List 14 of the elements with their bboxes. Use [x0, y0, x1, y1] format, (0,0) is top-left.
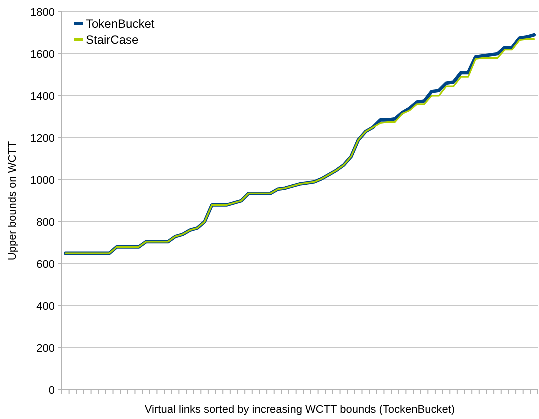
- x-axis-title: Virtual links sorted by increasing WCTT bounds (TockenBucket): [144, 404, 456, 416]
- y-tick-label: 1000: [30, 174, 55, 187]
- y-tick-label: 1200: [30, 132, 55, 145]
- y-tick-label: 0: [48, 384, 55, 397]
- y-tick-label: 400: [36, 300, 55, 313]
- legend-label: StairCase: [86, 33, 140, 48]
- y-axis-title: Upper bounds on WCTT: [7, 141, 19, 261]
- y-tick-label: 200: [36, 342, 55, 355]
- y-tick-label: 1600: [30, 48, 55, 61]
- y-tick-label: 800: [36, 216, 55, 229]
- y-tick-label: 600: [36, 258, 55, 271]
- legend-label: TokenBucket: [86, 17, 156, 32]
- y-tick-label: 1800: [30, 6, 55, 19]
- y-tick-label: 1400: [30, 90, 55, 103]
